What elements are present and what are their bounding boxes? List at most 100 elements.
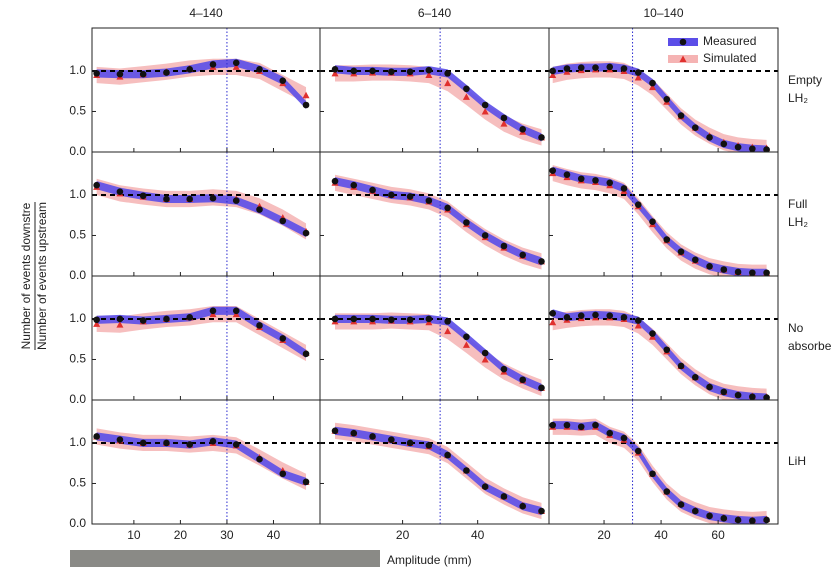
measured-marker: [606, 179, 614, 187]
y-label-bottom: Number of events upstream: [35, 202, 49, 350]
measured-marker: [388, 191, 395, 199]
measured-marker: [139, 439, 147, 447]
measured-marker: [302, 101, 310, 109]
legend-marker: [679, 55, 687, 62]
measured-marker: [186, 441, 194, 448]
measured-marker: [116, 315, 124, 323]
measured-marker: [463, 467, 470, 474]
measured-marker: [649, 470, 656, 478]
measured-marker: [116, 70, 124, 78]
panel-frame: [548, 399, 779, 525]
measured-marker: [463, 85, 470, 93]
measured-marker: [256, 455, 263, 463]
row-label: No: [788, 321, 804, 335]
column-title: 4–140: [189, 6, 223, 20]
y-tick-label: 0.5: [69, 104, 86, 118]
measured-band: [552, 309, 767, 400]
measured-marker: [444, 318, 451, 325]
y-tick-label: 1.0: [69, 63, 86, 77]
measured-marker: [734, 143, 742, 151]
measured-marker: [606, 63, 614, 71]
measured-marker: [209, 438, 217, 445]
row-label: Full: [788, 197, 807, 211]
y-tick-label: 0.0: [69, 268, 86, 282]
measured-marker: [606, 312, 614, 320]
y-tick-label: 0.5: [69, 352, 86, 366]
y-axis-label: Number of events downstre Number of even…: [19, 202, 49, 350]
x-tick-label: 30: [220, 528, 234, 542]
measured-marker: [620, 185, 628, 192]
measured-marker: [163, 195, 170, 203]
measured-marker: [538, 507, 545, 515]
measured-marker: [369, 67, 376, 75]
simulated-marker: [93, 320, 101, 327]
measured-marker: [481, 101, 489, 109]
y-label-top: Number of events downstre: [19, 202, 33, 349]
measured-marker: [663, 96, 671, 103]
measured-marker: [116, 436, 124, 444]
measured-marker: [463, 333, 470, 341]
measured-marker: [720, 388, 728, 396]
simulated-marker: [634, 321, 642, 329]
measured-marker: [406, 439, 414, 447]
x-tick-label: 40: [471, 528, 485, 542]
panel: [320, 276, 549, 400]
measured-marker: [706, 512, 713, 520]
panel: [320, 28, 549, 152]
measured-marker: [279, 77, 287, 84]
measured-marker: [279, 470, 287, 478]
simulated-marker: [649, 83, 657, 91]
measured-band: [335, 426, 542, 516]
measured-marker: [481, 483, 489, 491]
measured-marker: [620, 65, 628, 72]
measured-marker: [720, 515, 728, 522]
measured-marker: [649, 330, 656, 337]
measured-marker: [425, 315, 433, 323]
measured-marker: [734, 391, 742, 399]
x-tick-label: 60: [711, 528, 725, 542]
measured-marker: [691, 507, 699, 515]
measured-marker: [519, 251, 527, 259]
measured-marker: [634, 69, 642, 76]
measured-marker: [481, 349, 489, 357]
measured-marker: [634, 317, 642, 324]
measured-marker: [677, 501, 685, 508]
measured-marker: [256, 322, 263, 329]
measured-marker: [139, 192, 147, 200]
panel: [549, 152, 778, 276]
simulated-marker: [425, 71, 433, 79]
measured-marker: [163, 439, 170, 447]
measured-marker: [538, 384, 545, 392]
measured-marker: [139, 70, 147, 78]
measured-marker: [93, 433, 100, 440]
measured-marker: [663, 236, 671, 243]
measured-marker: [577, 423, 585, 431]
measured-marker: [519, 502, 527, 510]
measured-marker: [620, 314, 628, 321]
simulated-marker: [549, 71, 557, 79]
measured-marker: [302, 350, 310, 358]
measured-marker: [500, 114, 508, 122]
measured-marker: [749, 517, 756, 524]
measured-marker: [406, 193, 414, 200]
measured-band: [552, 166, 767, 276]
measured-marker: [302, 229, 310, 237]
y-tick-label: 0.0: [69, 144, 86, 158]
measured-marker: [444, 70, 451, 77]
measured-marker: [500, 365, 508, 373]
measured-marker: [163, 315, 170, 323]
row-label: LH₂: [788, 91, 808, 105]
row-label: Empty: [788, 73, 822, 87]
measured-marker: [209, 307, 217, 315]
x-tick-label: 10: [127, 528, 141, 542]
measured-marker: [369, 315, 376, 323]
simulated-marker: [444, 79, 452, 87]
simulated-band: [552, 61, 767, 152]
measured-marker: [563, 421, 571, 429]
measured-marker: [186, 314, 194, 321]
legend-label: Simulated: [703, 51, 756, 65]
measured-marker: [749, 145, 756, 152]
column-title: 10–140: [643, 6, 683, 20]
measured-marker: [519, 376, 527, 384]
measured-marker: [634, 201, 642, 208]
